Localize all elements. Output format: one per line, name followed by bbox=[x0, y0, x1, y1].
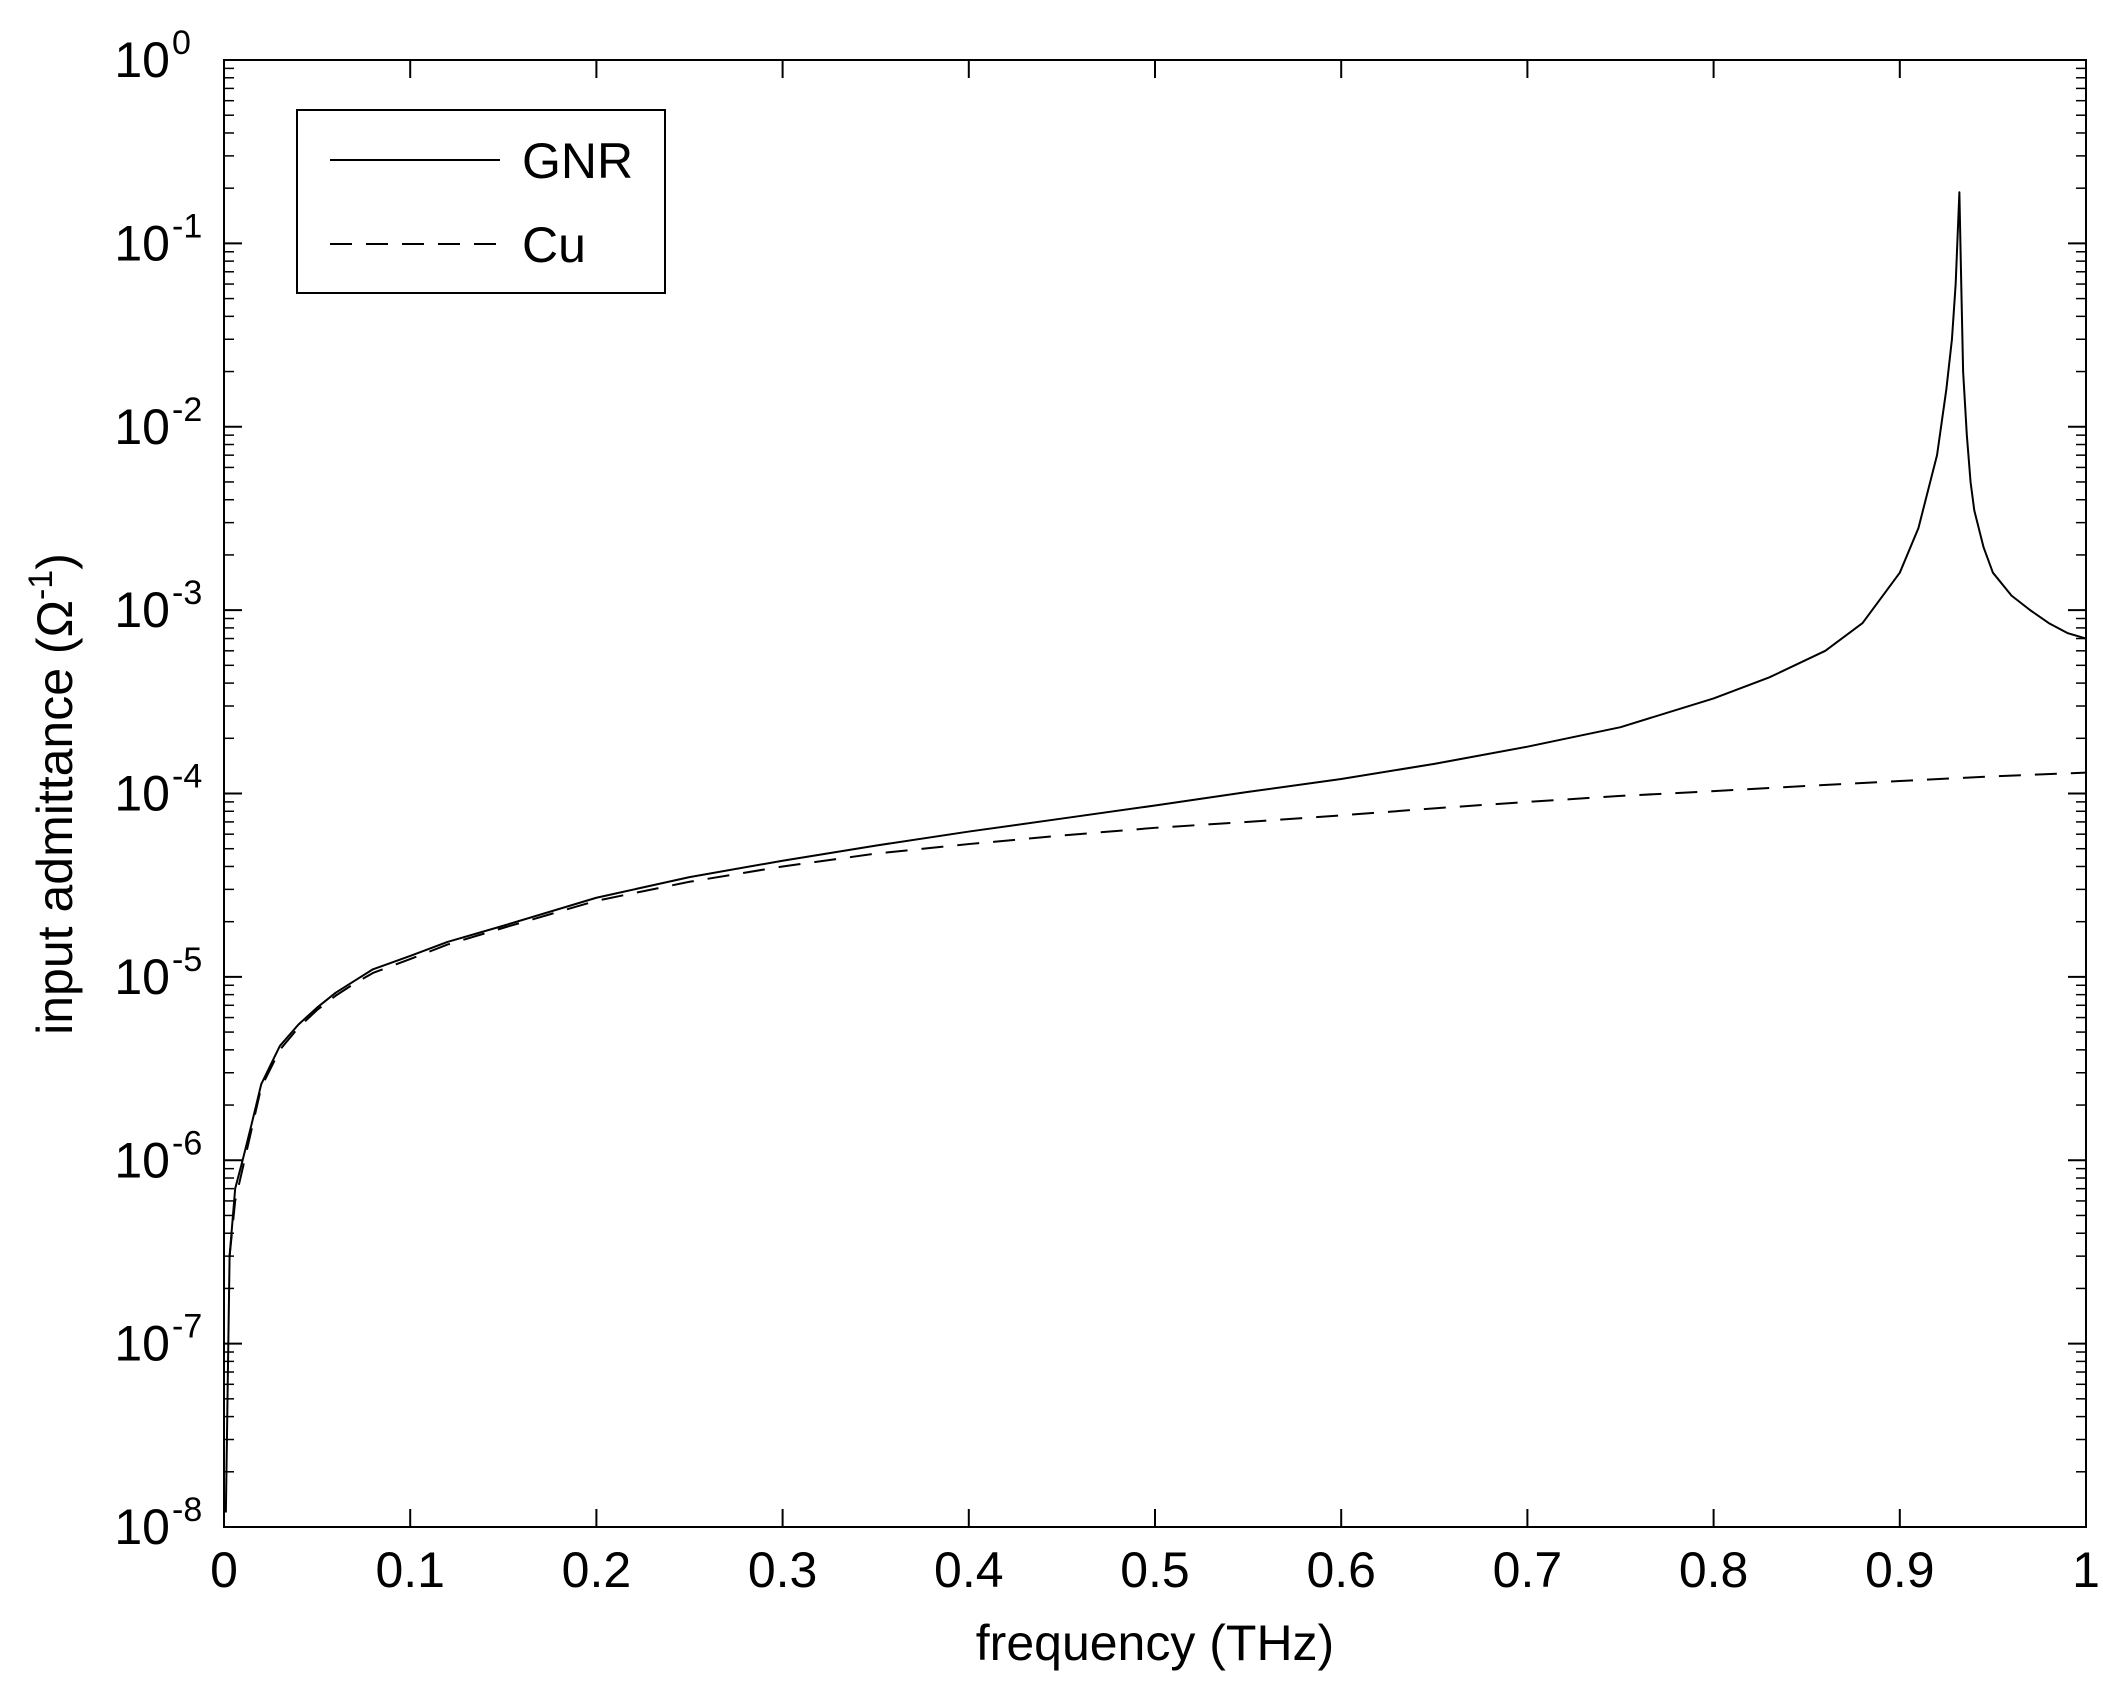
y-axis-label: input admittance (Ω-1) bbox=[22, 553, 83, 1035]
y-tick-label: 10 bbox=[114, 399, 170, 455]
y-tick-label-exponent: -5 bbox=[172, 941, 202, 979]
x-tick-label: 0 bbox=[210, 1542, 238, 1598]
y-tick-label: 10 bbox=[114, 1132, 170, 1188]
y-tick-label-exponent: -3 bbox=[172, 574, 202, 612]
legend-box bbox=[296, 109, 666, 294]
minor-ticks bbox=[224, 67, 2086, 1473]
y-tick-label: 10 bbox=[114, 215, 170, 271]
legend: GNR Cu bbox=[296, 109, 666, 294]
y-axis-label-close: ) bbox=[27, 553, 83, 570]
y-tick-label: 10 bbox=[114, 1316, 170, 1372]
major-ticks bbox=[223, 59, 2087, 1528]
legend-label-gnr: GNR bbox=[522, 133, 633, 189]
y-tick-label-exponent: -2 bbox=[172, 391, 202, 429]
x-tick-labels: 0 0.1 0.2 0.3 0.4 0.5 0.6 0.7 0.8 0.9 1 bbox=[210, 1542, 2100, 1598]
y-tick-label: 10 bbox=[114, 766, 170, 822]
series-line-cu bbox=[228, 771, 2087, 1257]
y-tick-label: 10 bbox=[114, 32, 170, 88]
x-tick-label: 0.5 bbox=[1120, 1542, 1190, 1598]
plot-area bbox=[223, 59, 2087, 1528]
y-axis-label-text: input admittance (Ω bbox=[27, 600, 83, 1035]
x-tick-label: 0.8 bbox=[1679, 1542, 1749, 1598]
y-tick-label: 10 bbox=[114, 582, 170, 638]
series-layer bbox=[224, 191, 2087, 1513]
y-axis-label-exponent: -1 bbox=[22, 570, 60, 600]
x-tick-label: 0.3 bbox=[748, 1542, 818, 1598]
y-tick-label-exponent: -7 bbox=[172, 1308, 202, 1346]
legend-label-cu: Cu bbox=[522, 217, 586, 273]
y-tick-label: 10 bbox=[114, 1499, 170, 1555]
y-tick-label-exponent: -8 bbox=[172, 1491, 202, 1529]
x-tick-label: 0.1 bbox=[375, 1542, 445, 1598]
x-tick-label: 0.2 bbox=[562, 1542, 632, 1598]
y-tick-label: 10 bbox=[114, 949, 170, 1005]
y-tick-label-exponent: -4 bbox=[172, 758, 202, 796]
x-tick-label: 0.6 bbox=[1306, 1542, 1376, 1598]
y-tick-label-exponent: -6 bbox=[172, 1124, 202, 1162]
x-tick-label: 0.4 bbox=[934, 1542, 1004, 1598]
x-axis-label: frequency (THz) bbox=[976, 1615, 1334, 1671]
x-tick-label: 0.7 bbox=[1493, 1542, 1563, 1598]
y-tick-label-exponent: 0 bbox=[172, 24, 191, 62]
x-tick-label: 0.9 bbox=[1865, 1542, 1935, 1598]
y-tick-label-exponent: -1 bbox=[172, 207, 202, 245]
series-line-gnr bbox=[224, 191, 2087, 1513]
plot-frame bbox=[223, 59, 2087, 1528]
x-tick-label: 1 bbox=[2072, 1542, 2100, 1598]
